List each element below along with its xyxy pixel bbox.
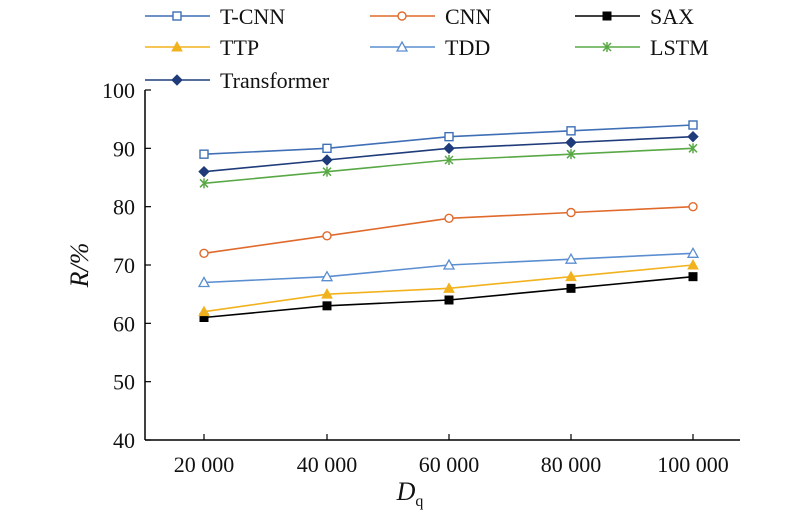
legend-label-transformer: Transformer <box>220 68 330 93</box>
data-point-transformer <box>687 130 699 143</box>
data-point-t-cnn <box>566 126 576 136</box>
data-point-tdd <box>442 258 456 270</box>
data-point-t-cnn <box>688 120 698 130</box>
data-point-tdd <box>564 252 578 264</box>
legend-label-cnn: CNN <box>445 4 492 29</box>
series-transformer <box>198 130 699 178</box>
legend-marker-tdd <box>395 40 409 52</box>
legend-label-ttp: TTP <box>220 35 259 60</box>
data-point-ttp <box>687 258 699 270</box>
y-tick-label: 50 <box>113 370 135 395</box>
x-axis-label-main: D <box>396 477 416 506</box>
legend-item-sax: SAX <box>575 4 694 29</box>
y-tick-label: 90 <box>113 136 135 161</box>
y-axis-label: R/% <box>65 243 94 289</box>
data-point-tdd <box>197 276 211 288</box>
legend-marker-lstm <box>602 42 612 52</box>
data-point-ttp <box>321 288 333 299</box>
x-axis-label: Dq <box>396 477 424 510</box>
data-point-cnn <box>322 231 332 241</box>
data-point-transformer <box>321 154 333 166</box>
data-point-lstm <box>322 166 332 177</box>
x-tick-label: 20 000 <box>174 452 235 477</box>
data-point-lstm <box>199 178 209 189</box>
legend-marker-sax <box>602 11 612 21</box>
x-axis-label-sub: q <box>415 493 423 510</box>
series-line-lstm <box>203 147 694 185</box>
y-tick-label: 70 <box>113 253 135 278</box>
data-point-t-cnn <box>444 131 454 142</box>
legend-item-t-cnn: T-CNN <box>145 4 285 29</box>
data-point-ttp <box>565 270 577 282</box>
data-point-lstm <box>688 143 698 154</box>
series-t-cnn <box>199 120 698 159</box>
data-point-cnn <box>688 201 698 212</box>
series-group <box>197 120 700 322</box>
series-line-transformer <box>203 135 694 173</box>
legend-item-ttp: TTP <box>145 35 259 60</box>
legend-label-tdd: TDD <box>445 35 490 60</box>
data-point-ttp <box>443 282 455 293</box>
legend-label-t-cnn: T-CNN <box>220 4 285 29</box>
legend-marker-t-cnn <box>172 11 182 21</box>
series-tdd <box>197 246 700 288</box>
data-point-t-cnn <box>322 143 332 154</box>
data-point-transformer <box>198 165 210 178</box>
legend: T-CNN CNN SAX TTP TDD LSTM Transformer <box>145 4 709 93</box>
data-point-cnn <box>199 248 209 259</box>
legend-label-lstm: LSTM <box>650 35 709 60</box>
x-tick-label: 40 000 <box>297 452 358 477</box>
y-tick-label: 60 <box>113 311 135 336</box>
legend-item-lstm: LSTM <box>575 35 709 60</box>
data-point-sax <box>444 295 454 305</box>
legend-item-cnn: CNN <box>370 4 492 29</box>
data-point-ttp <box>198 305 210 317</box>
series-sax <box>199 272 698 322</box>
legend-label-sax: SAX <box>650 4 694 29</box>
data-point-lstm <box>566 149 576 160</box>
legend-item-tdd: TDD <box>370 35 490 60</box>
x-tick-label: 100 000 <box>657 452 729 477</box>
y-tick-label: 80 <box>113 195 135 220</box>
x-tick-label: 80 000 <box>541 452 602 477</box>
y-tick-label: 40 <box>113 428 135 453</box>
data-point-transformer <box>565 136 577 149</box>
series-ttp <box>198 258 699 317</box>
data-point-lstm <box>444 155 454 165</box>
x-tick-label: 60 000 <box>419 452 480 477</box>
ticks: 40 50 60 70 80 90 100 20 000 40 000 60 000 80 000 1… <box>102 78 729 477</box>
legend-marker-transformer <box>171 74 183 86</box>
data-point-sax <box>566 283 576 293</box>
legend-marker-cnn <box>397 11 407 21</box>
data-point-t-cnn <box>199 149 209 159</box>
data-point-cnn <box>444 213 454 224</box>
data-point-tdd <box>320 270 334 282</box>
data-point-transformer <box>443 142 455 155</box>
series-cnn <box>199 201 698 259</box>
data-point-sax <box>322 301 332 311</box>
series-lstm <box>199 143 698 189</box>
data-point-cnn <box>566 207 576 218</box>
data-point-tdd <box>686 246 700 258</box>
y-tick-label: 100 <box>102 78 135 103</box>
legend-marker-ttp <box>171 40 183 52</box>
data-point-sax <box>688 272 698 282</box>
legend-item-transformer: Transformer <box>145 68 330 93</box>
